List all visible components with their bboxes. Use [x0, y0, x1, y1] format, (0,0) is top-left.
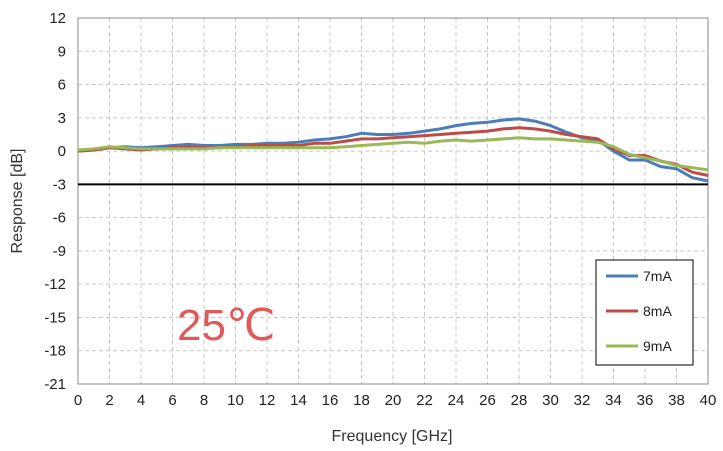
x-tick-label: 28 [511, 392, 528, 409]
plot-area-border [77, 17, 709, 385]
x-tick-label: 38 [668, 392, 685, 409]
x-tick-label: 30 [542, 392, 559, 409]
y-axis-label: Response [dB] [9, 149, 26, 254]
axis-labels: Response [dB] Frequency [GHz] [9, 149, 452, 445]
x-tick-label: 32 [574, 392, 591, 409]
x-tick-label: 26 [479, 392, 496, 409]
x-tick-label: 8 [200, 392, 208, 409]
legend-label: 8mA [643, 303, 672, 319]
legend-label: 9mA [643, 338, 672, 354]
x-tick-label: 18 [353, 392, 370, 409]
y-tick-label: 6 [58, 77, 66, 94]
y-tick-label: 12 [49, 10, 66, 27]
x-tick-label: 0 [74, 392, 82, 409]
y-tick-label: 3 [58, 110, 66, 127]
y-tick-label: 9 [58, 43, 66, 60]
temperature-annotation: 25℃ [177, 301, 275, 350]
legend-label: 7mA [643, 268, 672, 284]
y-tick-label: 0 [58, 143, 66, 160]
x-tick-label: 40 [700, 392, 717, 409]
y-tick-label: -21 [44, 376, 66, 393]
x-tick-label: 6 [168, 392, 176, 409]
x-tick-label: 4 [137, 392, 145, 409]
series-line-9mA [77, 136, 709, 172]
x-tick-label: 16 [322, 392, 339, 409]
x-tick-label: 34 [605, 392, 622, 409]
x-tick-label: 24 [448, 392, 465, 409]
x-tick-label: 2 [105, 392, 113, 409]
axes: 0 2 4 6 8 10 12 14 16 18 20 22 24 26 28 30 32 34 36 38 40129… [44, 10, 716, 409]
x-tick-label: 36 [637, 392, 654, 409]
x-tick-label: 12 [259, 392, 276, 409]
x-tick-label: 22 [416, 392, 433, 409]
series-lines [77, 117, 709, 183]
y-tick-label: -9 [53, 243, 66, 260]
y-tick-label: -18 [44, 343, 66, 360]
y-tick-label: -3 [53, 176, 66, 193]
x-tick-label: 14 [290, 392, 307, 409]
x-tick-label: 10 [227, 392, 244, 409]
y-tick-label: -15 [44, 309, 66, 326]
y-tick-label: -6 [53, 210, 66, 227]
legend: 7mA 8mA 9mA [595, 259, 694, 366]
x-axis-label: Frequency [GHz] [332, 428, 453, 445]
x-tick-label: 20 [385, 392, 402, 409]
y-tick-label: -12 [44, 276, 66, 293]
